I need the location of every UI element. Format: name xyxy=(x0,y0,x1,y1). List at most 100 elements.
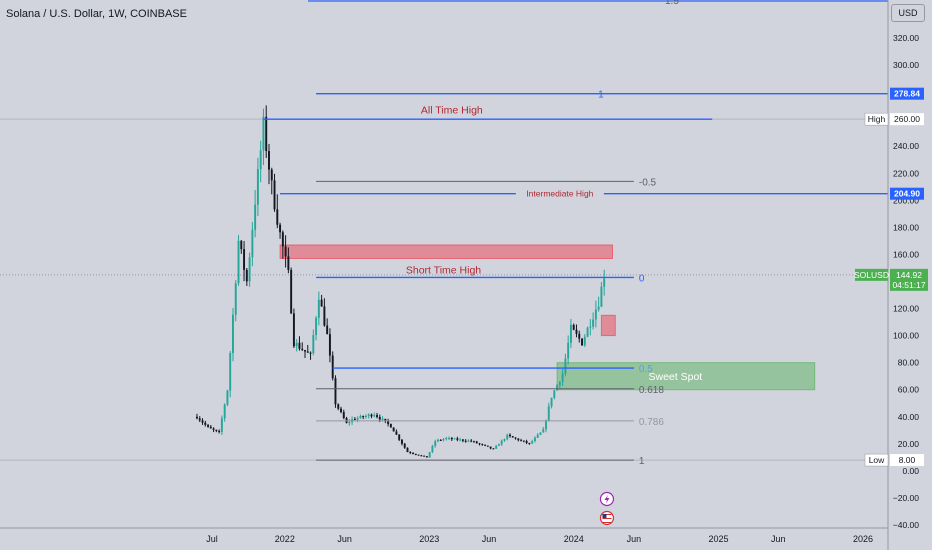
candle-body xyxy=(445,438,448,440)
low-label-value: 8.00 xyxy=(899,455,916,465)
y-tick-label: 0.00 xyxy=(902,466,919,476)
currency-button[interactable]: USD xyxy=(891,4,925,22)
candle-body xyxy=(536,434,539,438)
candle-body xyxy=(409,452,412,454)
candle-body xyxy=(209,426,212,429)
tag-278-84-text: 278.84 xyxy=(894,89,920,99)
candle-body xyxy=(370,414,373,417)
candle-body xyxy=(334,378,337,405)
candle-body xyxy=(517,438,520,441)
candle-body xyxy=(259,150,262,170)
candle-body xyxy=(270,169,273,181)
y-tick-label: −40.00 xyxy=(893,520,920,530)
candle-body xyxy=(511,436,514,438)
candle-body xyxy=(448,437,451,439)
candle-body xyxy=(509,434,511,437)
candle-body xyxy=(586,327,589,337)
x-tick-label: 2022 xyxy=(275,534,295,544)
fib-0-618-label: 0.618 xyxy=(639,385,664,396)
candle-body xyxy=(331,355,334,379)
symbol-title: Solana / U.S. Dollar, 1W, COINBASE xyxy=(6,8,187,20)
candle-body xyxy=(398,434,401,440)
candle-body xyxy=(500,440,503,445)
x-tick-label: Jun xyxy=(627,534,642,544)
candle-body xyxy=(564,358,567,374)
low-label-text: Low xyxy=(869,455,885,465)
candle-body xyxy=(461,439,464,441)
y-tick-label: 300.00 xyxy=(893,60,919,70)
candle-body xyxy=(467,440,470,442)
sweet-spot-label: Sweet Spot xyxy=(649,371,703,383)
candle-body xyxy=(489,446,492,449)
candle-body xyxy=(406,447,409,453)
candle-body xyxy=(597,306,600,310)
resistance-zone-lower xyxy=(600,314,616,337)
lightning-event-icon[interactable] xyxy=(599,491,615,507)
candle-body xyxy=(439,439,442,441)
price-axis[interactable]: 320.00300.00280.00260.00240.00220.00200.… xyxy=(854,0,928,550)
low-label-bg xyxy=(864,453,889,467)
fib-0-short-time-high-label: 0 xyxy=(639,273,645,284)
candle-body xyxy=(431,445,434,453)
lightning-icon-bolt xyxy=(604,495,610,504)
candle-body xyxy=(281,232,284,247)
x-tick-label: 2024 xyxy=(564,534,584,544)
candle-body xyxy=(459,439,462,441)
fib-0-5-label: 0.5 xyxy=(639,364,653,375)
tag-278-84: 278.84 xyxy=(890,87,924,100)
candle-body xyxy=(384,418,387,421)
candle-body xyxy=(561,373,564,382)
flag-icon-stripe xyxy=(602,520,612,521)
candle-body xyxy=(323,306,326,326)
candle-body xyxy=(520,440,523,442)
y-tick-label: 160.00 xyxy=(893,249,919,259)
candle-body xyxy=(531,441,534,444)
candle-body xyxy=(304,350,306,352)
candle-body xyxy=(356,418,359,420)
candle-body xyxy=(395,431,398,435)
candle-body xyxy=(589,326,592,328)
us-flag-event-icon[interactable] xyxy=(599,510,615,526)
candle-body xyxy=(248,257,251,282)
fib-0-786-label: 0.786 xyxy=(639,417,664,428)
y-tick-label: 240.00 xyxy=(893,141,919,151)
candle-body xyxy=(414,453,417,455)
candle-body xyxy=(456,438,459,440)
candle-body xyxy=(348,422,351,424)
x-tick-label: 2025 xyxy=(709,534,729,544)
candle-body xyxy=(198,418,201,421)
candle-body xyxy=(256,169,259,205)
candle-body xyxy=(337,404,340,409)
high-label: High 260.00 xyxy=(864,112,924,126)
high-label-text: High xyxy=(868,114,886,124)
low-label: Low 8.00 xyxy=(864,453,924,467)
candle-body xyxy=(376,415,378,417)
candle-body xyxy=(320,299,323,307)
candle-body xyxy=(592,319,595,327)
candle-body xyxy=(301,348,304,351)
candle-body xyxy=(317,299,320,318)
candle-body xyxy=(495,445,498,449)
flag-icon-stripe xyxy=(602,516,612,517)
candle-body xyxy=(284,246,287,257)
candle-body xyxy=(298,342,301,349)
candle-body xyxy=(389,423,392,428)
candles-layer xyxy=(195,105,606,458)
candle-body xyxy=(353,419,356,421)
candle-body xyxy=(400,439,403,444)
candle-body xyxy=(273,180,276,210)
flag-icon-stripe xyxy=(602,518,612,519)
candle-body xyxy=(475,441,478,444)
time-axis[interactable]: Jul 2022 Jun 2023 Jun 2024 Jun 2025 Jun 2026 xyxy=(0,527,888,544)
candle-body xyxy=(492,448,495,450)
candle-body xyxy=(262,116,265,151)
candle-body xyxy=(539,432,542,435)
candle-body xyxy=(542,429,545,433)
candle-body xyxy=(212,428,215,430)
candle-body xyxy=(581,338,583,346)
candle-body xyxy=(428,452,431,458)
candle-body xyxy=(226,390,229,405)
candle-body xyxy=(265,116,268,152)
candle-body xyxy=(295,342,298,347)
